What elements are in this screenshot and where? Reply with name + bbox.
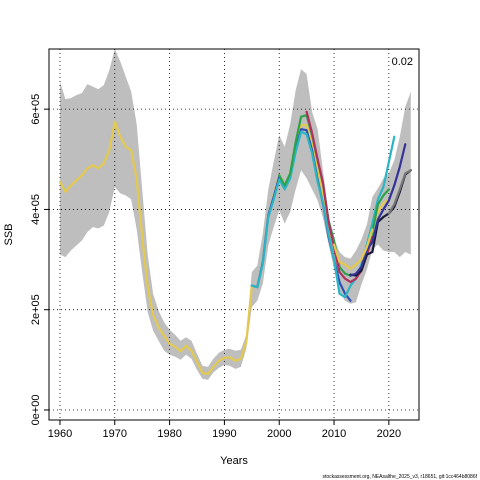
source-note: stockassessment.org, NEAsalthe_2025_v3, … (322, 474, 477, 480)
y-tick-label: 0e+00 (30, 395, 42, 426)
series-layer (58, 110, 412, 375)
confidence-band-layer (60, 49, 411, 380)
series-line-2 (250, 130, 396, 299)
y-tick-label: 2e+05 (30, 294, 42, 325)
y-tick-label: 4e+05 (30, 194, 42, 225)
series-line-6 (349, 143, 407, 277)
axis-layer: 1960 1970 1980 1990 2000 2010 2020 0e+00 2e+05 4e… (30, 94, 401, 440)
x-tick-label: 1990 (212, 428, 236, 440)
x-tick-label: 2010 (322, 428, 346, 440)
x-tick-label: 1960 (48, 428, 72, 440)
x-tick-label: 2020 (377, 428, 401, 440)
series-line-8 (332, 228, 374, 270)
corner-label: 0.02 (392, 56, 413, 68)
y-tick-label: 6e+05 (30, 94, 42, 125)
x-axis-title: Years (220, 455, 248, 467)
confidence-band (60, 49, 411, 380)
x-tick-label: 1980 (157, 428, 181, 440)
x-tick-label: 2000 (267, 428, 291, 440)
grid-layer (49, 49, 419, 420)
y-axis-title: SSB (3, 223, 15, 245)
series-line-7 (387, 169, 412, 215)
plot-frame (48, 48, 420, 421)
x-tick-label: 1970 (103, 428, 127, 440)
